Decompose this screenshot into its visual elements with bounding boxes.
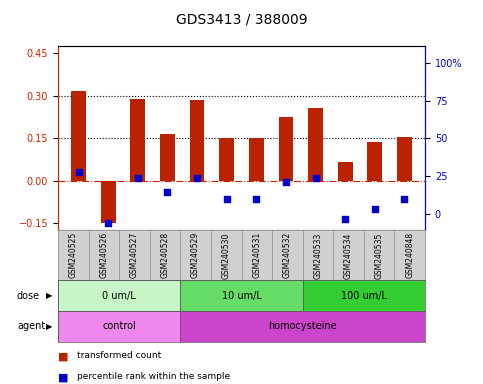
Bar xyxy=(219,138,234,181)
Text: 10 um/L: 10 um/L xyxy=(222,291,261,301)
Point xyxy=(164,189,171,195)
Bar xyxy=(338,162,353,181)
Text: ■: ■ xyxy=(58,372,69,382)
Text: 0 um/L: 0 um/L xyxy=(102,291,136,301)
Text: GSM240533: GSM240533 xyxy=(313,232,323,278)
Bar xyxy=(308,108,323,181)
Bar xyxy=(190,100,204,181)
Bar xyxy=(58,311,180,342)
Text: GSM240528: GSM240528 xyxy=(160,232,170,278)
Point xyxy=(104,220,112,226)
Text: 100 um/L: 100 um/L xyxy=(341,291,387,301)
Text: ▶: ▶ xyxy=(46,322,52,331)
Bar xyxy=(180,280,303,311)
Bar xyxy=(279,117,293,181)
Point xyxy=(312,175,319,181)
Point xyxy=(400,196,408,202)
Text: ▶: ▶ xyxy=(46,291,52,300)
Text: GSM240531: GSM240531 xyxy=(252,232,261,278)
Bar xyxy=(71,91,86,181)
Text: GSM240848: GSM240848 xyxy=(405,232,414,278)
Text: ■: ■ xyxy=(58,351,69,361)
Point xyxy=(75,169,83,175)
Bar xyxy=(303,280,425,311)
Text: GSM240535: GSM240535 xyxy=(375,232,384,278)
Point xyxy=(134,175,142,181)
Text: agent: agent xyxy=(17,321,45,331)
Bar xyxy=(180,311,425,342)
Text: GSM240532: GSM240532 xyxy=(283,232,292,278)
Text: GSM240529: GSM240529 xyxy=(191,232,200,278)
Bar xyxy=(249,138,264,181)
Text: homocysteine: homocysteine xyxy=(269,321,337,331)
Point xyxy=(371,206,379,212)
Text: percentile rank within the sample: percentile rank within the sample xyxy=(77,372,230,381)
Text: GSM240530: GSM240530 xyxy=(222,232,231,278)
Text: dose: dose xyxy=(17,291,40,301)
Text: control: control xyxy=(102,321,136,331)
Bar xyxy=(101,181,116,223)
Text: GSM240527: GSM240527 xyxy=(130,232,139,278)
Text: GSM240525: GSM240525 xyxy=(69,232,78,278)
Text: GDS3413 / 388009: GDS3413 / 388009 xyxy=(176,13,307,27)
Point xyxy=(341,216,349,222)
Bar xyxy=(367,142,382,181)
Bar xyxy=(58,280,180,311)
Bar xyxy=(397,137,412,181)
Point xyxy=(282,179,290,185)
Text: transformed count: transformed count xyxy=(77,351,161,360)
Text: GSM240534: GSM240534 xyxy=(344,232,353,278)
Point xyxy=(223,196,230,202)
Bar xyxy=(130,99,145,181)
Bar xyxy=(160,134,175,181)
Point xyxy=(253,196,260,202)
Text: GSM240526: GSM240526 xyxy=(99,232,108,278)
Point xyxy=(193,175,201,181)
